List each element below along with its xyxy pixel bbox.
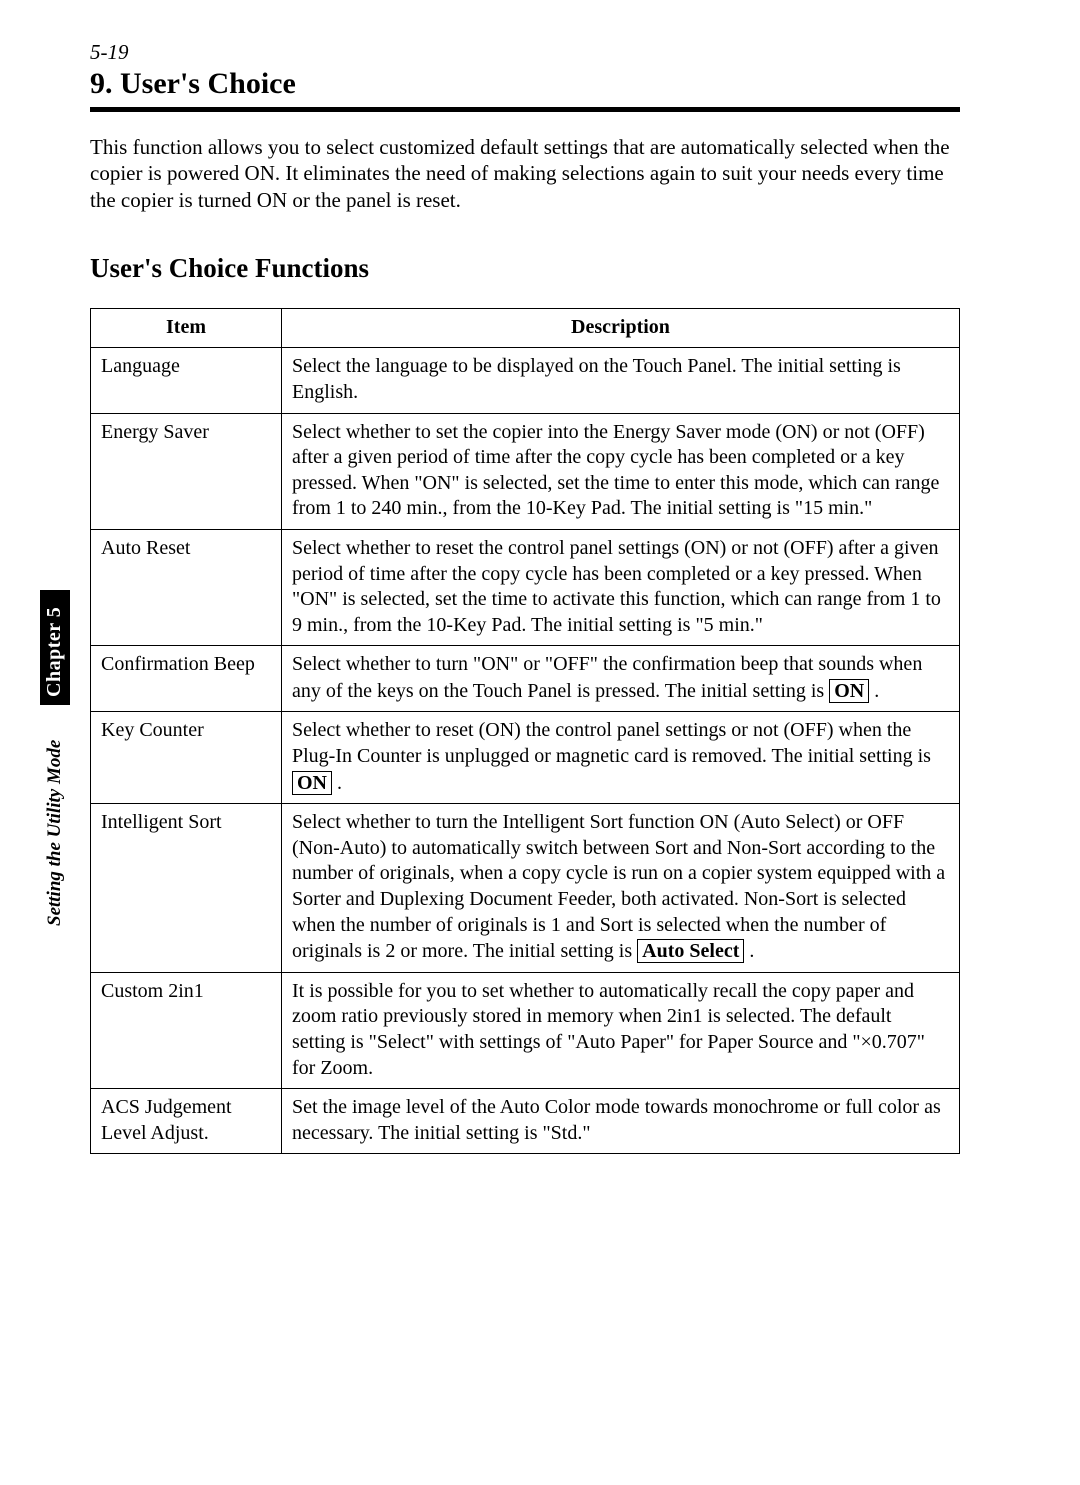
cell-item: Auto Reset [91,529,282,645]
page-number: 5-19 [90,40,960,65]
intro-paragraph: This function allows you to select custo… [90,134,960,213]
functions-table: Item Description LanguageSelect the lang… [90,308,960,1155]
cell-item: Confirmation Beep [91,646,282,712]
cell-description: Select whether to reset (ON) the control… [282,712,960,804]
table-row: Intelligent SortSelect whether to turn t… [91,804,960,973]
cell-description: Select whether to turn "ON" or "OFF" the… [282,646,960,712]
cell-description: Select the language to be displayed on t… [282,348,960,413]
cell-description: It is possible for you to set whether to… [282,972,960,1088]
desc-text-after: . [869,680,879,702]
desc-text: Set the image level of the Auto Color mo… [292,1096,941,1144]
table-row: Confirmation BeepSelect whether to turn … [91,646,960,712]
table-row: ACS Judgement Level Adjust.Set the image… [91,1089,960,1154]
desc-text: Select the language to be displayed on t… [292,355,901,403]
table-row: Energy SaverSelect whether to set the co… [91,413,960,529]
page-container: 5-19 9. User's Choice This function allo… [0,0,1080,1485]
side-tab: Chapter 5 Setting the Utility Mode [40,590,70,900]
desc-text-after: . [744,940,754,962]
cell-item: Energy Saver [91,413,282,529]
side-chapter-label: Chapter 5 [43,602,67,702]
desc-text: It is possible for you to set whether to… [292,980,925,1079]
table-row: Custom 2in1It is possible for you to set… [91,972,960,1088]
desc-text: Select whether to turn "ON" or "OFF" the… [292,653,922,702]
table-header-row: Item Description [91,308,960,348]
desc-text-after: . [332,772,342,794]
cell-item: Language [91,348,282,413]
boxed-setting: ON [292,771,332,795]
section-divider [90,107,960,112]
cell-description: Select whether to set the copier into th… [282,413,960,529]
cell-description: Select whether to turn the Intelligent S… [282,804,960,973]
cell-item: ACS Judgement Level Adjust. [91,1089,282,1154]
table-row: LanguageSelect the language to be displa… [91,348,960,413]
desc-text: Select whether to reset the control pane… [292,537,941,636]
boxed-setting: ON [829,679,869,703]
cell-item: Key Counter [91,712,282,804]
table-row: Key CounterSelect whether to reset (ON) … [91,712,960,804]
cell-description: Set the image level of the Auto Color mo… [282,1089,960,1154]
boxed-setting: Auto Select [637,939,744,963]
section-title: 9. User's Choice [90,67,960,101]
table-row: Auto ResetSelect whether to reset the co… [91,529,960,645]
subheading: User's Choice Functions [90,253,960,284]
cell-item: Intelligent Sort [91,804,282,973]
header-description: Description [282,308,960,348]
desc-text: Select whether to turn the Intelligent S… [292,811,945,962]
cell-item: Custom 2in1 [91,972,282,1088]
side-mode-label: Setting the Utility Mode [44,718,66,948]
desc-text: Select whether to set the copier into th… [292,421,939,520]
cell-description: Select whether to reset the control pane… [282,529,960,645]
desc-text: Select whether to reset (ON) the control… [292,719,931,767]
header-item: Item [91,308,282,348]
